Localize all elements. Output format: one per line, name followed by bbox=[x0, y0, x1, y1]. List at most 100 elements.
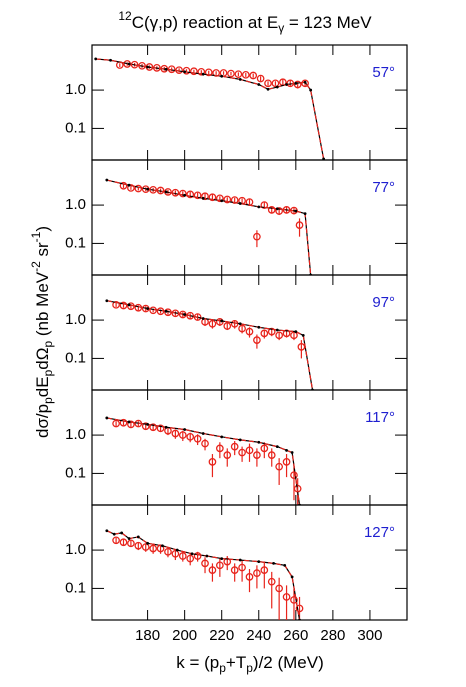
y-tick-label: 1.0 bbox=[65, 541, 86, 558]
data-point bbox=[256, 74, 265, 83]
model-point bbox=[164, 425, 168, 429]
model-point bbox=[94, 57, 98, 61]
x-tick-label: 240 bbox=[246, 627, 271, 644]
plot-area bbox=[105, 416, 302, 505]
model-point bbox=[201, 317, 205, 320]
data-point bbox=[141, 543, 150, 551]
model-point bbox=[146, 65, 149, 69]
data-point bbox=[134, 541, 143, 550]
data-point bbox=[290, 331, 298, 340]
model-point bbox=[127, 62, 131, 66]
y-tick-label: 0.1 bbox=[65, 464, 86, 481]
data-point bbox=[193, 434, 202, 443]
panel: 1.0 0.1 180 200 220 240 260 280 300 127° bbox=[65, 504, 408, 644]
model-point bbox=[294, 209, 298, 213]
figure-title-part: γ bbox=[278, 21, 284, 35]
data-point bbox=[201, 559, 209, 568]
data-point bbox=[249, 71, 258, 80]
model-point bbox=[257, 325, 261, 329]
y-axis-label-part: sr bbox=[33, 242, 52, 261]
data-point bbox=[223, 195, 232, 204]
x-tick-label: 220 bbox=[209, 627, 234, 644]
model-point bbox=[105, 416, 109, 420]
x-tick-label: 300 bbox=[357, 627, 382, 644]
y-axis-label-part: p bbox=[41, 369, 55, 376]
data-point bbox=[216, 194, 224, 203]
data-point bbox=[134, 184, 143, 193]
panel: 1.0 0.1 97° bbox=[65, 274, 408, 391]
model-point bbox=[283, 563, 287, 567]
model-point bbox=[112, 532, 116, 536]
data-point bbox=[260, 201, 269, 209]
data-point bbox=[216, 444, 224, 453]
angle-label: 127° bbox=[364, 524, 395, 541]
model-point bbox=[127, 537, 131, 540]
y-axis-label-part: dσ/p bbox=[33, 404, 52, 438]
data-point bbox=[119, 301, 128, 310]
data-point bbox=[208, 458, 217, 466]
model-point bbox=[238, 438, 242, 442]
data-point bbox=[182, 66, 191, 75]
data-point bbox=[295, 604, 304, 613]
data-point bbox=[186, 311, 195, 320]
model-point bbox=[164, 190, 168, 194]
data-point bbox=[295, 221, 304, 229]
data-point bbox=[275, 331, 283, 340]
data-point bbox=[290, 471, 298, 480]
model-point bbox=[127, 420, 131, 424]
model-point bbox=[109, 58, 112, 62]
plot-area bbox=[105, 529, 304, 620]
data-point bbox=[267, 327, 276, 336]
data-point bbox=[227, 69, 235, 78]
data-point bbox=[186, 190, 195, 199]
model-point bbox=[164, 309, 168, 313]
model-point bbox=[322, 157, 326, 160]
y-axis-label: dσ/ppdEpdΩp (nb MeV-2 sr-1) bbox=[29, 226, 55, 438]
data-point bbox=[282, 329, 291, 338]
data-point bbox=[267, 577, 276, 586]
y-axis-label-part: dΩ bbox=[33, 348, 52, 370]
model-point bbox=[105, 529, 109, 533]
model-point bbox=[285, 83, 288, 86]
angle-label: 117° bbox=[365, 409, 395, 426]
model-point bbox=[183, 193, 187, 197]
x-axis-label-part: p bbox=[219, 661, 226, 675]
x-tick-label: 260 bbox=[283, 627, 308, 644]
data-point bbox=[290, 596, 298, 604]
y-axis-label-part: -2 bbox=[29, 261, 43, 272]
data-point bbox=[267, 206, 276, 214]
plot-area bbox=[94, 57, 326, 160]
model-point bbox=[257, 83, 261, 86]
figure-title-part: 12 bbox=[118, 9, 132, 23]
data-point bbox=[253, 336, 261, 344]
data-point bbox=[186, 554, 195, 563]
model-point bbox=[257, 440, 261, 444]
model-point bbox=[127, 183, 131, 187]
data-point bbox=[197, 67, 206, 76]
model-point bbox=[290, 575, 294, 579]
data-point bbox=[112, 300, 120, 309]
model-point bbox=[257, 205, 261, 209]
model-point bbox=[303, 212, 307, 215]
data-point bbox=[267, 451, 276, 459]
model-point bbox=[275, 445, 279, 449]
data-point bbox=[238, 324, 246, 333]
data-point bbox=[216, 561, 224, 570]
model-point bbox=[136, 535, 140, 539]
data-point bbox=[178, 431, 187, 439]
data-point bbox=[112, 419, 120, 428]
data-point bbox=[260, 444, 269, 453]
y-tick-label: 1.0 bbox=[65, 426, 86, 443]
model-point bbox=[309, 88, 313, 92]
data-point bbox=[230, 566, 239, 574]
data-point bbox=[119, 181, 128, 190]
data-point bbox=[204, 68, 213, 77]
model-point bbox=[272, 561, 275, 565]
data-point bbox=[223, 322, 232, 330]
x-axis-label-part: +T bbox=[226, 653, 246, 672]
model-point bbox=[146, 422, 149, 426]
x-axis-label-part: p bbox=[246, 661, 253, 675]
model-point bbox=[220, 435, 224, 439]
data-point bbox=[171, 429, 180, 438]
